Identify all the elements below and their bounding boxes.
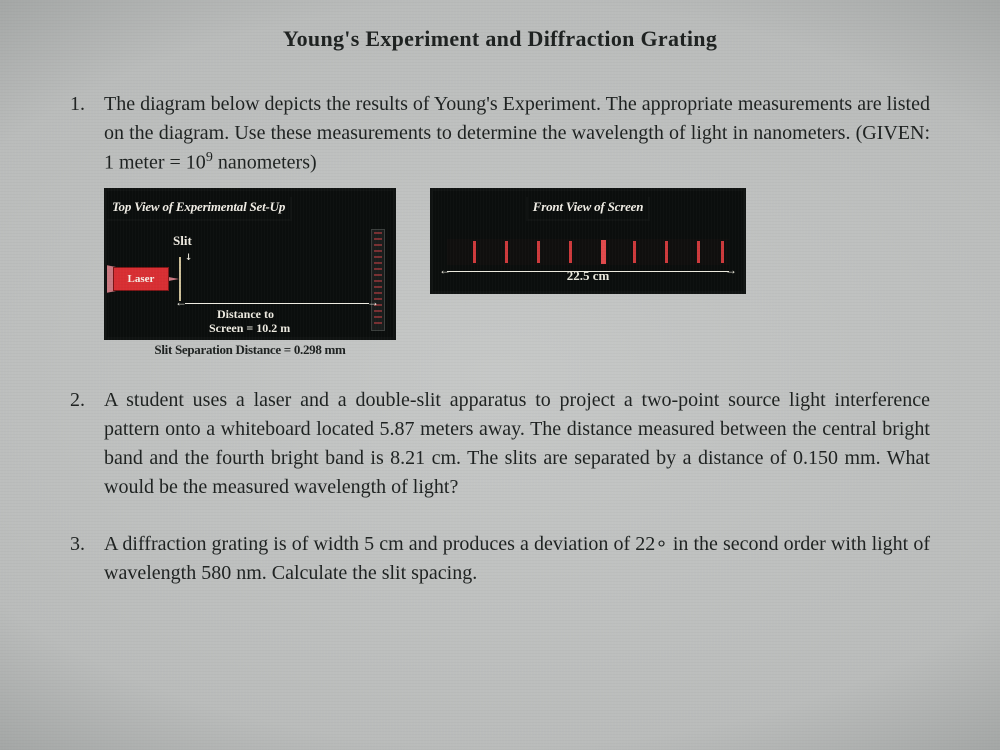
fringe-line <box>633 241 636 263</box>
screen-width-label: 22.5 cm <box>433 268 743 284</box>
laser-box: Laser <box>113 267 169 291</box>
front-view-label: Front View of Screen <box>526 197 651 221</box>
distance-label-2: Screen = 10.2 m <box>209 321 290 336</box>
diagram-area: Top View of Experimental Set-Up Laser Sl… <box>104 188 930 358</box>
content-area: 1. The diagram below depicts the results… <box>0 52 1000 588</box>
q3-body: A diffraction grating is of width 5 cm a… <box>104 530 930 588</box>
fringe-line <box>537 241 540 263</box>
fringe-strip <box>447 239 729 265</box>
distance-line <box>185 303 369 304</box>
fringe-line <box>601 240 606 264</box>
slit-label: Slit <box>173 233 192 249</box>
fringe-line <box>569 241 572 263</box>
q1-exponent: 9 <box>206 150 213 165</box>
q3-degree: ∘ <box>655 533 668 555</box>
q2-body: A student uses a laser and a double-slit… <box>104 386 930 502</box>
q1-body: The diagram below depicts the results of… <box>104 90 930 358</box>
page-title: Young's Experiment and Diffraction Grati… <box>0 0 1000 52</box>
q3-number: 3. <box>70 530 104 588</box>
fringe-line <box>505 241 508 263</box>
question-1: 1. The diagram below depicts the results… <box>70 90 930 358</box>
fringe-line <box>721 241 724 263</box>
front-view-canvas: 22.5 cm <box>433 221 743 291</box>
top-view-frame: Top View of Experimental Set-Up Laser Sl… <box>104 188 396 340</box>
slit-arrow-icon: ↓ <box>185 249 192 263</box>
slit-separation-label: Slit Separation Distance = 0.298 mm <box>154 342 345 358</box>
question-3: 3. A diffraction grating is of width 5 c… <box>70 530 930 588</box>
question-2: 2. A student uses a laser and a double-s… <box>70 386 930 502</box>
q1-number: 1. <box>70 90 104 358</box>
fringe-line <box>697 241 700 263</box>
q3-text-a: A diffraction grating is of width 5 cm a… <box>104 533 655 555</box>
q1-text-b: nanometers) <box>213 152 317 174</box>
q2-number: 2. <box>70 386 104 502</box>
fringe-line <box>473 241 476 263</box>
front-view-panel: Front View of Screen 22.5 cm <box>430 188 746 358</box>
top-view-canvas: Laser Slit ↓ Distance to Screen = 10.2 m <box>107 221 393 337</box>
distance-label-1: Distance to <box>217 307 274 322</box>
front-view-frame: Front View of Screen 22.5 cm <box>430 188 746 294</box>
top-view-label: Top View of Experimental Set-Up <box>107 197 292 221</box>
top-view-panel: Top View of Experimental Set-Up Laser Sl… <box>104 188 396 358</box>
screen-bar <box>371 229 385 331</box>
fringe-line <box>665 241 668 263</box>
